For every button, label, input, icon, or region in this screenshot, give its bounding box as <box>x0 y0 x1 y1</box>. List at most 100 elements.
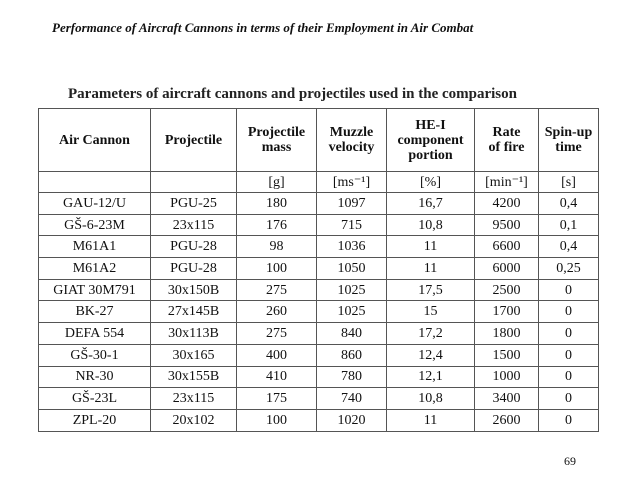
data-cell: 10,8 <box>386 213 475 237</box>
data-cell: 1000 <box>474 365 539 389</box>
data-cell: 23x115 <box>150 387 237 410</box>
header-text: component <box>397 132 464 148</box>
data-cell: GAU-12/U <box>38 192 151 215</box>
data-cell: 0,4 <box>538 192 599 215</box>
data-cell: 6600 <box>474 235 539 259</box>
data-row: GŠ-6-23M 23x115 176 715 10,8 9500 0,1 <box>38 213 599 237</box>
table-caption: Parameters of aircraft cannons and proje… <box>68 86 517 102</box>
header-text: Muzzle <box>329 125 374 140</box>
data-cell: GŠ-6-23M <box>38 213 151 237</box>
data-cell: GIAT 30M791 <box>38 278 151 302</box>
data-row: M61A2 PGU-28 100 1050 11 6000 0,25 <box>38 257 599 280</box>
page-number: 69 <box>564 454 576 468</box>
data-cell: 10,8 <box>386 387 475 410</box>
header-text: time <box>555 140 582 155</box>
data-cell: 100 <box>236 257 317 280</box>
header-text: mass <box>261 140 292 155</box>
data-cell: 9500 <box>474 213 539 237</box>
data-cell: GŠ-30-1 <box>38 343 151 367</box>
data-cell: GŠ-23L <box>38 387 151 410</box>
data-cell: 23x115 <box>150 213 237 237</box>
header-text: Projectile <box>164 132 223 148</box>
header-text: Air Cannon <box>59 132 130 148</box>
data-cell: ZPL-20 <box>38 408 151 432</box>
data-cell: 30x155B <box>150 365 237 389</box>
data-cell: 1025 <box>316 300 387 324</box>
data-cell: 30x113B <box>150 322 237 345</box>
data-cell: 1020 <box>316 408 387 432</box>
data-cell: BK-27 <box>38 300 151 324</box>
data-cell: 400 <box>236 343 317 367</box>
data-cell: 275 <box>236 322 317 345</box>
data-cell: 30x150B <box>150 278 237 302</box>
data-cell: 3400 <box>474 387 539 410</box>
data-cell: 175 <box>236 387 317 410</box>
data-cell: 860 <box>316 343 387 367</box>
header-row: Air Cannon Projectile Projectile mass Muzzle… <box>38 108 599 172</box>
data-cell: 0 <box>538 322 599 345</box>
parameters-table: Air Cannon Projectile Projectile mass Muzzle… <box>38 108 599 432</box>
data-cell: PGU-25 <box>150 192 237 215</box>
data-cell: 11 <box>386 235 475 259</box>
header-cell: Rate of fire <box>474 108 539 172</box>
unit-cell: [g] <box>236 171 317 193</box>
header-cell: HE-I component portion <box>386 108 475 172</box>
data-cell: 16,7 <box>386 192 475 215</box>
data-cell: 17,2 <box>386 322 475 345</box>
data-cell: 20x102 <box>150 408 237 432</box>
data-row: GIAT 30M791 30x150B 275 1025 17,5 2500 0 <box>38 278 599 302</box>
data-row: GAU-12/U PGU-25 180 1097 16,7 4200 0,4 <box>38 192 599 215</box>
data-cell: 0 <box>538 387 599 410</box>
data-row: DEFA 554 30x113B 275 840 17,2 1800 0 <box>38 322 599 345</box>
header-text: Projectile <box>247 125 306 140</box>
slide-title: Performance of Aircraft Cannons in terms… <box>52 20 474 35</box>
data-cell: 1500 <box>474 343 539 367</box>
data-cell: 0,1 <box>538 213 599 237</box>
data-cell: 12,4 <box>386 343 475 367</box>
data-row: GŠ-30-1 30x165 400 860 12,4 1500 0 <box>38 343 599 367</box>
data-cell: 100 <box>236 408 317 432</box>
data-cell: 1025 <box>316 278 387 302</box>
data-cell: M61A2 <box>38 257 151 280</box>
header-cell: Projectile <box>150 108 237 172</box>
data-cell: 715 <box>316 213 387 237</box>
data-cell: NR-30 <box>38 365 151 389</box>
unit-cell: [%] <box>386 171 475 193</box>
data-row: M61A1 PGU-28 98 1036 11 6600 0,4 <box>38 235 599 259</box>
data-cell: 260 <box>236 300 317 324</box>
data-cell: 176 <box>236 213 317 237</box>
data-cell: 98 <box>236 235 317 259</box>
data-cell: 840 <box>316 322 387 345</box>
data-cell: 17,5 <box>386 278 475 302</box>
header-cell: Spin-up time <box>538 108 599 172</box>
data-cell: 1097 <box>316 192 387 215</box>
header-text: of fire <box>488 140 525 155</box>
unit-cell: [ms⁻¹] <box>316 171 387 193</box>
data-row: BK-27 27x145B 260 1025 15 1700 0 <box>38 300 599 324</box>
data-cell: 410 <box>236 365 317 389</box>
data-cell: 0 <box>538 365 599 389</box>
data-cell: 740 <box>316 387 387 410</box>
data-cell: 12,1 <box>386 365 475 389</box>
header-text: HE-I <box>415 117 446 133</box>
header-cell: Projectile mass <box>236 108 317 172</box>
data-cell: 2500 <box>474 278 539 302</box>
header-text: Spin-up <box>544 125 593 140</box>
unit-cell: [min⁻¹] <box>474 171 539 193</box>
data-cell: M61A1 <box>38 235 151 259</box>
data-cell: 0 <box>538 300 599 324</box>
data-row: NR-30 30x155B 410 780 12,1 1000 0 <box>38 365 599 389</box>
header-text: Rate <box>492 125 521 140</box>
data-cell: 0,4 <box>538 235 599 259</box>
data-cell: 11 <box>386 257 475 280</box>
data-row: ZPL-20 20x102 100 1020 11 2600 0 <box>38 408 599 432</box>
data-cell: 2600 <box>474 408 539 432</box>
unit-cell: [s] <box>538 171 599 193</box>
data-cell: 1050 <box>316 257 387 280</box>
data-cell: 11 <box>386 408 475 432</box>
data-cell: 15 <box>386 300 475 324</box>
data-cell: 0 <box>538 278 599 302</box>
data-cell: 0,25 <box>538 257 599 280</box>
data-cell: 780 <box>316 365 387 389</box>
